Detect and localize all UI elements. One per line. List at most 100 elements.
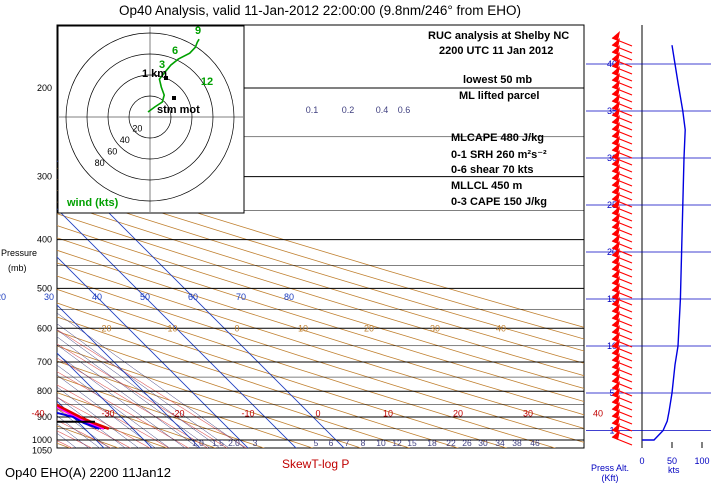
temperature-tick-label-lower: 20 [453, 408, 463, 418]
wind-barb-flag [612, 395, 620, 405]
temperature-tick-label: 70 [236, 292, 246, 302]
mixing-ratio-label: 34 [495, 438, 505, 448]
wind-barb-flag [612, 94, 620, 104]
wind-barb [611, 304, 633, 320]
wind-barb-flag [612, 255, 620, 265]
wind-barb [611, 199, 633, 215]
hodograph-ring-label: 80 [95, 158, 105, 168]
wind-barb-flag [612, 332, 620, 342]
pressure-tick-label: 800 [37, 386, 52, 396]
footer-chart-name: SkewT-log P [282, 457, 350, 471]
wind-barb [611, 52, 633, 68]
wind-barb [611, 269, 633, 285]
wind-barb [611, 297, 633, 313]
mixing-ratio-label: 1.0 [192, 438, 204, 448]
wind-barb [611, 241, 633, 257]
moist-adiabat [0, 39, 40, 451]
wind-barb [611, 332, 633, 348]
temperature-tick-label-lower: 0 [315, 408, 320, 418]
wind-barb-flag [612, 59, 620, 69]
wind-barb [611, 311, 633, 327]
pressure-tick-label: 900 [37, 412, 52, 422]
profile-lines [57, 403, 110, 430]
wind-barb-flag [612, 31, 620, 41]
hodograph-km-label: 6 [172, 45, 178, 57]
wind-barb [611, 206, 633, 222]
wind-barb-flag [612, 297, 620, 307]
hodograph-wind-label: wind (kts) [66, 197, 119, 209]
cape-hatch-line [14, 380, 21, 386]
wind-barb [611, 283, 633, 299]
wind-barb-flag [612, 381, 620, 391]
wind-barb [611, 178, 633, 194]
cape-hatch-line [4, 375, 13, 381]
mixing-ratio-label: 1.5 [212, 438, 224, 448]
wind-barb-flag [612, 87, 620, 97]
wind-barb [611, 388, 633, 404]
dry-adiabat-label: 10 [298, 323, 308, 333]
cape-hatch-line [18, 382, 24, 388]
wind-barb-flag [612, 199, 620, 209]
mixing-ratio-line [0, 240, 6, 453]
wind-altitude-label-line1: Press Alt. [591, 463, 630, 473]
cape-hatch-line [0, 371, 6, 377]
wind-barb-flag [612, 416, 620, 426]
pressure-tick-label: 700 [37, 357, 52, 367]
wind-barb-flag [612, 150, 620, 160]
wind-barb [611, 164, 633, 180]
wind-barb-flag [612, 262, 620, 272]
mixing-ratio-label: 18 [427, 438, 437, 448]
wind-barb [611, 143, 633, 159]
mixing-ratio-label: 26 [462, 438, 472, 448]
pressure-tick-label: 1000 [32, 435, 52, 445]
storm-motion-marker [172, 96, 176, 100]
temperature-tick-label: 50 [140, 292, 150, 302]
wind-barb-flag [612, 129, 620, 139]
pressure-tick-label: 500 [37, 283, 52, 293]
wind-barb-flag [612, 227, 620, 237]
wind-barb-flag [612, 185, 620, 195]
dry-adiabat [57, 167, 584, 328]
wind-barb-flag [612, 38, 620, 48]
wind-barb [611, 80, 633, 96]
info-srh: 0-1 SRH 260 m²s⁻² [451, 149, 547, 161]
wind-barb [611, 318, 633, 334]
moist-adiabat [0, 39, 20, 451]
wind-barb [611, 402, 633, 418]
isotherm [57, 208, 297, 448]
mixing-ratio-label: 12 [392, 438, 402, 448]
wind-barb-flag [612, 220, 620, 230]
cape-hatch-line [27, 387, 30, 393]
cape-hatch-line [0, 373, 10, 379]
wind-barb-flag [612, 402, 620, 412]
temperature-tick-label-lower: -40 [31, 408, 44, 418]
altitude-tick-label: 20 [607, 247, 617, 257]
wind-barb [611, 171, 633, 187]
chart-title: Op40 Analysis, valid 11-Jan-2012 22:00:0… [118, 3, 522, 18]
wind-barb [611, 430, 633, 446]
wind-barb [611, 290, 633, 306]
mixing-ratio-upper-label: 0.2 [342, 105, 355, 115]
wind-barb [611, 122, 633, 138]
dry-adiabat [57, 190, 584, 352]
dry-adiabat [57, 201, 584, 364]
pressure-tick-label: 200 [37, 83, 52, 93]
cape-hatch-line [23, 384, 27, 390]
mixing-ratio-label: 10 [376, 438, 386, 448]
mixing-ratio-upper-label: 0.1 [306, 105, 319, 115]
wind-barb-flag [612, 52, 620, 62]
temperature-tick-label-lower: -30 [101, 408, 114, 418]
wind-barb [611, 129, 633, 145]
isotherm [57, 256, 249, 448]
wind-barb-flag [612, 241, 620, 251]
dry-adiabat [57, 213, 584, 377]
wind-barb-flag [612, 353, 620, 363]
wind-barb-flag [612, 290, 620, 300]
wind-barb-flag [612, 66, 620, 76]
thermo-grid [0, 25, 584, 453]
wind-barb [611, 157, 633, 173]
hodograph-km-label: 3 [159, 59, 165, 71]
pressure-tick-label: 400 [37, 235, 52, 245]
altitude-tick-label: 30 [607, 153, 617, 163]
info-layer: lowest 50 mb [463, 74, 533, 86]
